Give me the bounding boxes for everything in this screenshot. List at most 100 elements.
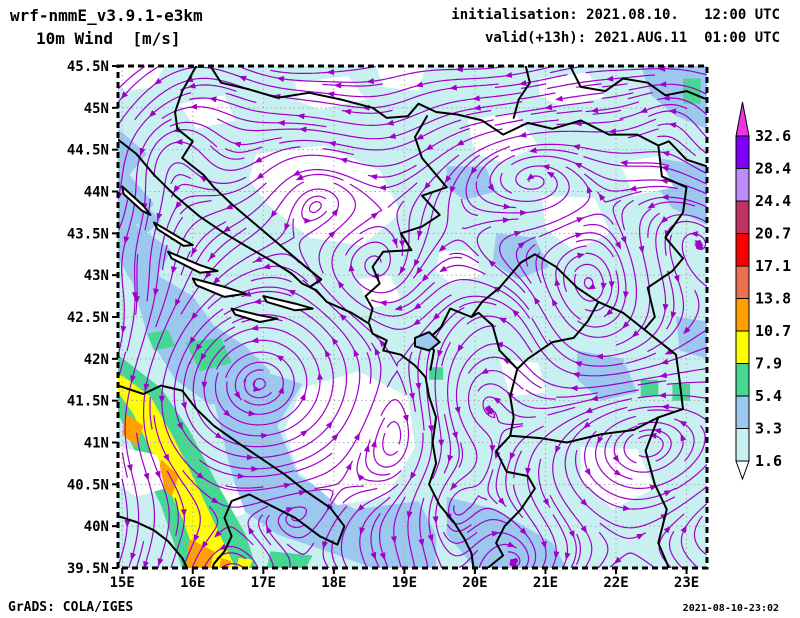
streamline [604,434,633,480]
streamline [118,199,129,231]
streamline [627,406,707,422]
lat-tick-label: 40N [84,519,109,535]
streamline [556,110,583,114]
streamline [674,463,707,491]
legend-value-label: 24.4 [755,192,791,210]
streamline [203,545,259,568]
streamline [647,409,677,413]
legend-value-label: 5.4 [755,387,782,405]
streamline [136,432,156,568]
streamline [191,506,219,568]
streamline [619,104,688,120]
streamline [225,351,295,415]
croatia_bosnia_border [174,66,323,287]
streamline [428,493,443,568]
wind-speed-region [118,375,236,568]
streamline [583,430,676,501]
legend-color-segment [735,168,750,202]
streamline [574,449,589,489]
streamline [225,92,257,104]
streamline [520,92,556,100]
streamline [301,195,328,222]
wind-speed-region [541,195,611,251]
streamline [135,254,139,315]
streamline [214,526,254,546]
streamline [247,505,275,568]
streamline [439,239,480,257]
streamline [118,351,127,377]
streamline [465,109,492,116]
legend-value-label: 10.7 [755,322,791,340]
streamline [192,314,334,448]
streamline [398,154,460,276]
wind-speed-region [376,66,426,92]
italy_adriatic_coast [118,384,346,568]
streamline [206,188,707,377]
streamline [648,201,696,209]
streamline [465,146,570,214]
streamline [209,145,245,160]
streamline [573,263,605,302]
banat_border [512,66,531,119]
streamline [680,502,707,568]
grads-credit: GrADS: COLA/IGES [8,600,134,615]
streamline [648,110,707,139]
streamline [161,106,327,128]
wind-speed-region [219,558,232,568]
streamline [189,92,522,127]
streamline [295,452,333,472]
streamline [422,256,463,282]
legend-color-segment [735,395,750,429]
streamline [118,66,554,126]
legend-under-arrow [735,460,750,481]
valid-time: valid(+13h): 2021.AUG.11 01:00 UTC [484,30,780,46]
streamline [521,505,547,568]
island_3-outline [167,250,219,274]
streamline [225,485,264,489]
streamline [526,398,633,568]
lon-tick-label: 15E [110,575,135,591]
streamline [638,429,672,462]
streamline [637,394,707,400]
streamline [668,530,683,568]
streamline [250,276,292,283]
streamline [628,83,707,95]
streamline [499,166,707,358]
streamline [623,433,637,464]
wind-speed-region [213,371,437,568]
legend-value-label: 32.6 [755,127,791,145]
lon-tick-label: 19E [392,575,417,591]
streamline [562,253,584,293]
streamline [494,411,524,426]
streamline [135,541,145,568]
streamline [318,182,357,274]
streamline [345,237,364,256]
streamline [458,442,464,468]
streamline [548,339,624,367]
legend-color-segment [735,135,750,169]
streamline [331,540,338,568]
streamline [549,495,577,568]
streamline [583,173,679,192]
streamline [530,149,579,155]
streamline [538,213,614,238]
streamline [118,118,172,354]
legend-color-segment [735,200,750,234]
streamline [627,128,659,139]
field-title: 10m Wind [m/s] [36,29,181,48]
streamline [442,531,478,544]
graticule [118,66,707,568]
streamline [477,383,639,409]
lat-tick-label: 43N [84,268,109,284]
legend-value-label: 28.4 [755,160,791,178]
streamline [386,420,402,445]
streamline [693,515,707,556]
streamline [412,154,480,279]
streamline [647,234,685,353]
streamline [615,208,652,346]
wind-speed-region [146,329,176,351]
streamline [531,317,550,346]
streamline [487,469,498,505]
initialisation-time: initialisation: 2021.08.10. 12:00 UTC [451,7,780,23]
streamline [393,496,406,568]
